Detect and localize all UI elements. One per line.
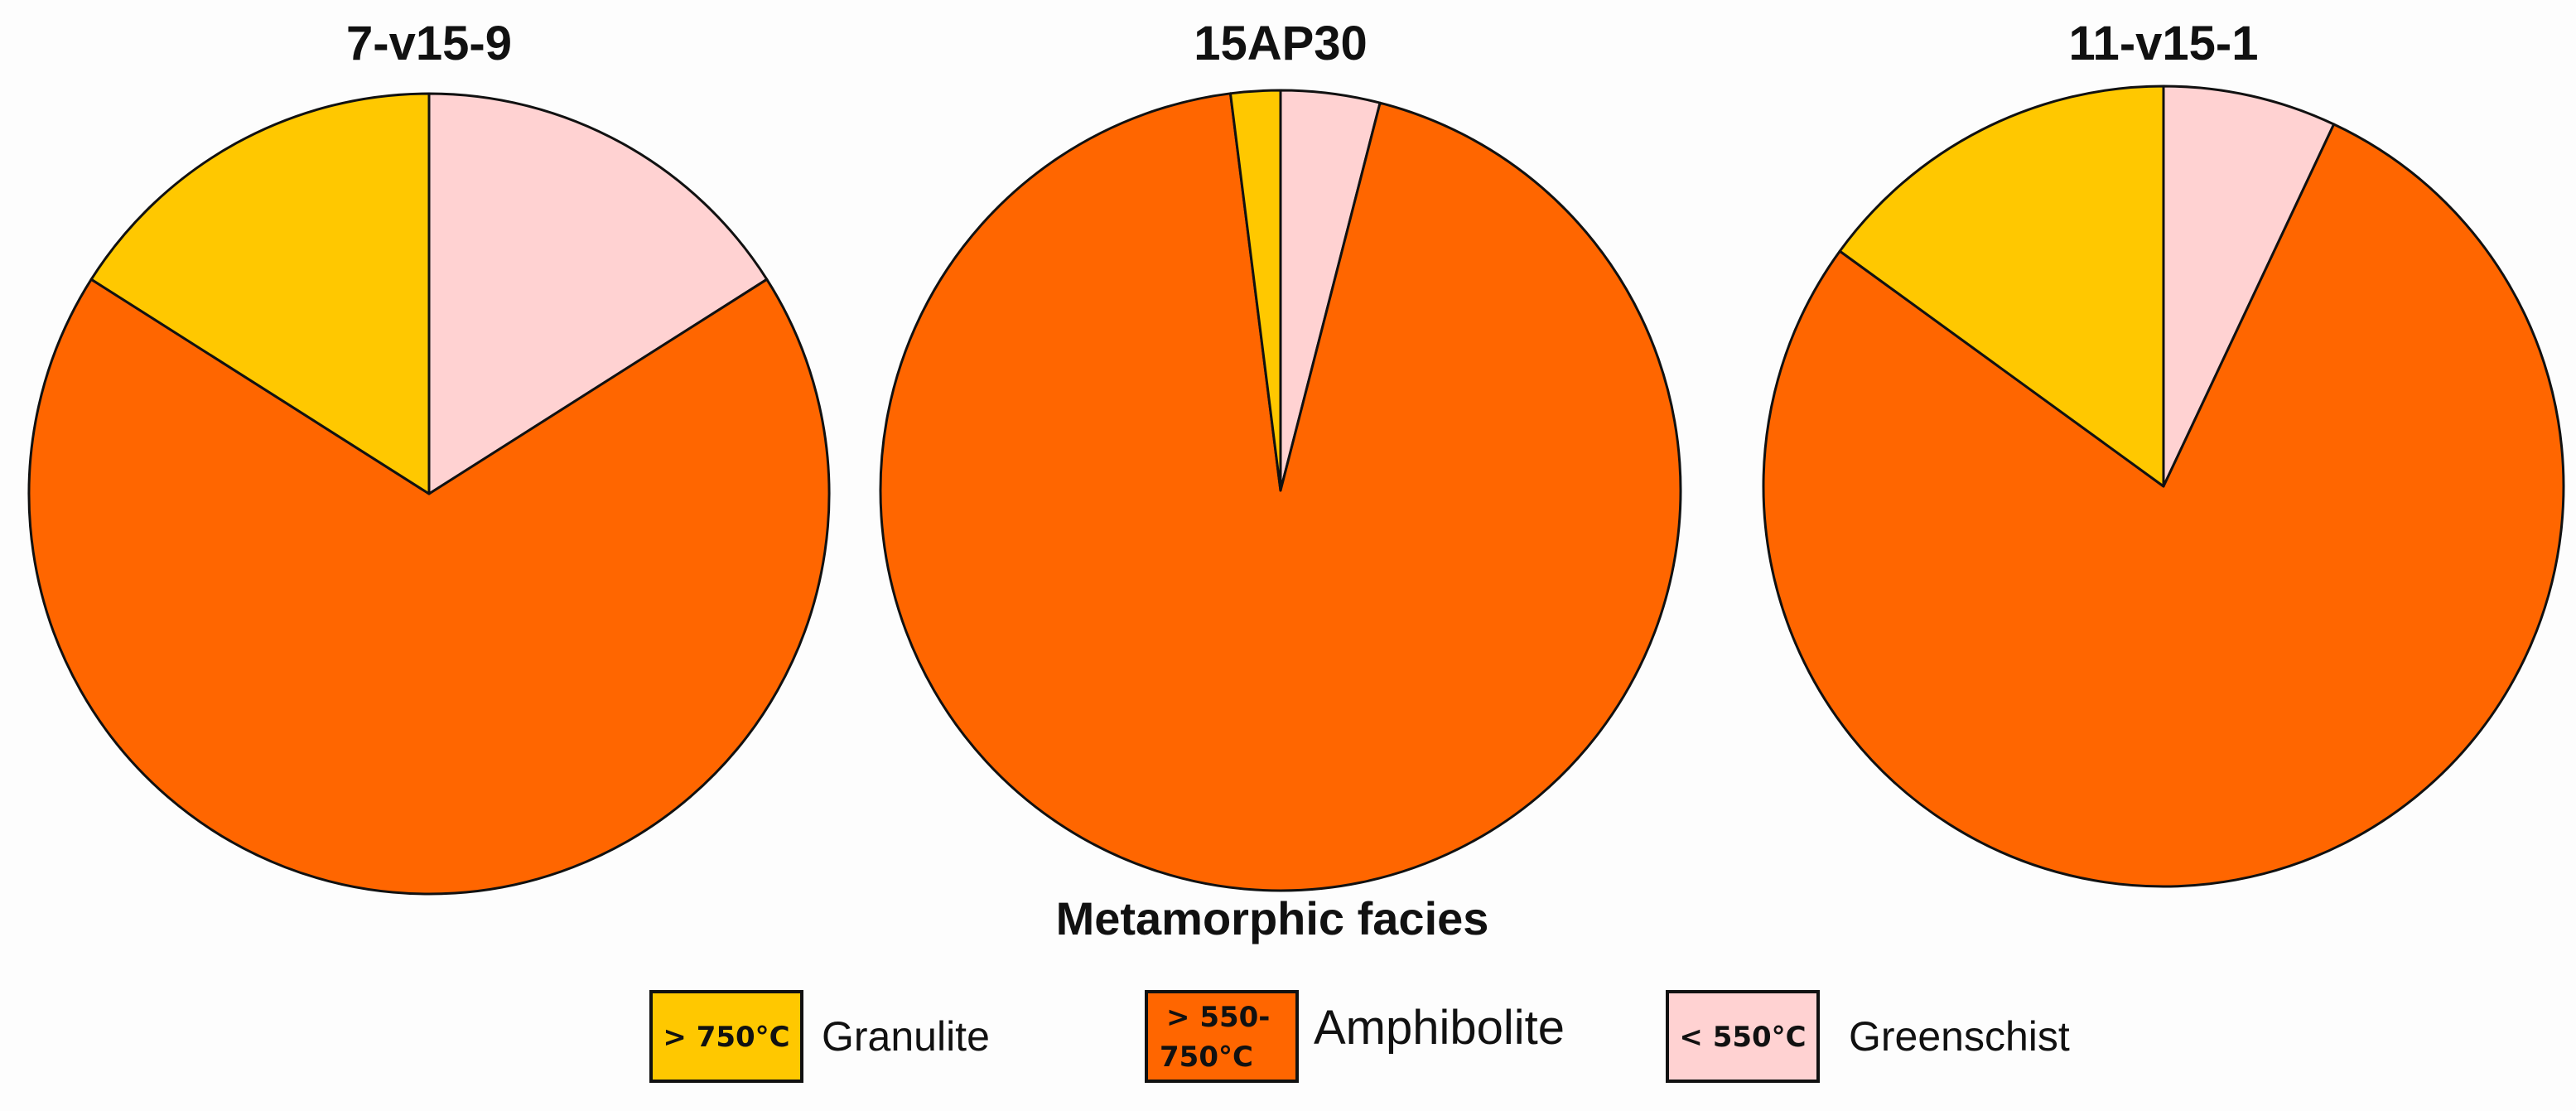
pie-title: 11-v15-1 xyxy=(2069,17,2259,70)
pie-slice-greenschist xyxy=(2162,85,2336,488)
pie-slice-granulite xyxy=(1228,89,1282,492)
pie-slice-granulite xyxy=(89,92,431,495)
legend-swatch-label: > 750°C xyxy=(663,1021,789,1054)
legend: > 750°C Granulite > 550- 750°C Amphibolite < … xyxy=(649,990,2070,1083)
pie-slice-amphibolite xyxy=(879,92,1682,892)
pie-title: 7-v15-9 xyxy=(346,17,512,70)
pie-chart-11-v15-1: 11-v15-1 xyxy=(1762,17,2565,888)
legend-label: Greenschist xyxy=(1849,1013,2070,1060)
legend-swatch-label: < 550°C xyxy=(1679,1021,1806,1054)
legend-title: Metamorphic facies xyxy=(1056,892,1489,944)
legend-swatch xyxy=(1666,990,1820,1083)
legend-swatch-label: 750°C xyxy=(1160,1041,1253,1074)
legend-swatch xyxy=(649,990,803,1083)
legend-item-greenschist: < 550°C Greenschist xyxy=(1666,990,2070,1083)
legend-label: Granulite xyxy=(822,1013,990,1060)
pie-slice-amphibolite xyxy=(1762,123,2565,888)
pie-slice-amphibolite xyxy=(27,278,831,896)
legend-item-granulite: > 750°C Granulite xyxy=(649,990,990,1083)
legend-swatch-label: > 550- xyxy=(1166,1001,1270,1034)
pie-title: 15AP30 xyxy=(1194,17,1368,70)
pie-chart-15ap30: 15AP30 xyxy=(879,17,1682,892)
legend-item-amphibolite: > 550- 750°C Amphibolite xyxy=(1145,990,1565,1083)
pie-chart-7-v15-9: 7-v15-9 xyxy=(27,17,831,896)
pie-charts-group: 7-v15-9 15AP30 11-v15-1 xyxy=(27,17,2565,896)
legend-label: Amphibolite xyxy=(1314,1001,1565,1055)
legend-swatch xyxy=(1145,990,1299,1083)
pie-slice-granulite xyxy=(1838,85,2165,488)
pie-slice-greenschist xyxy=(427,92,769,495)
